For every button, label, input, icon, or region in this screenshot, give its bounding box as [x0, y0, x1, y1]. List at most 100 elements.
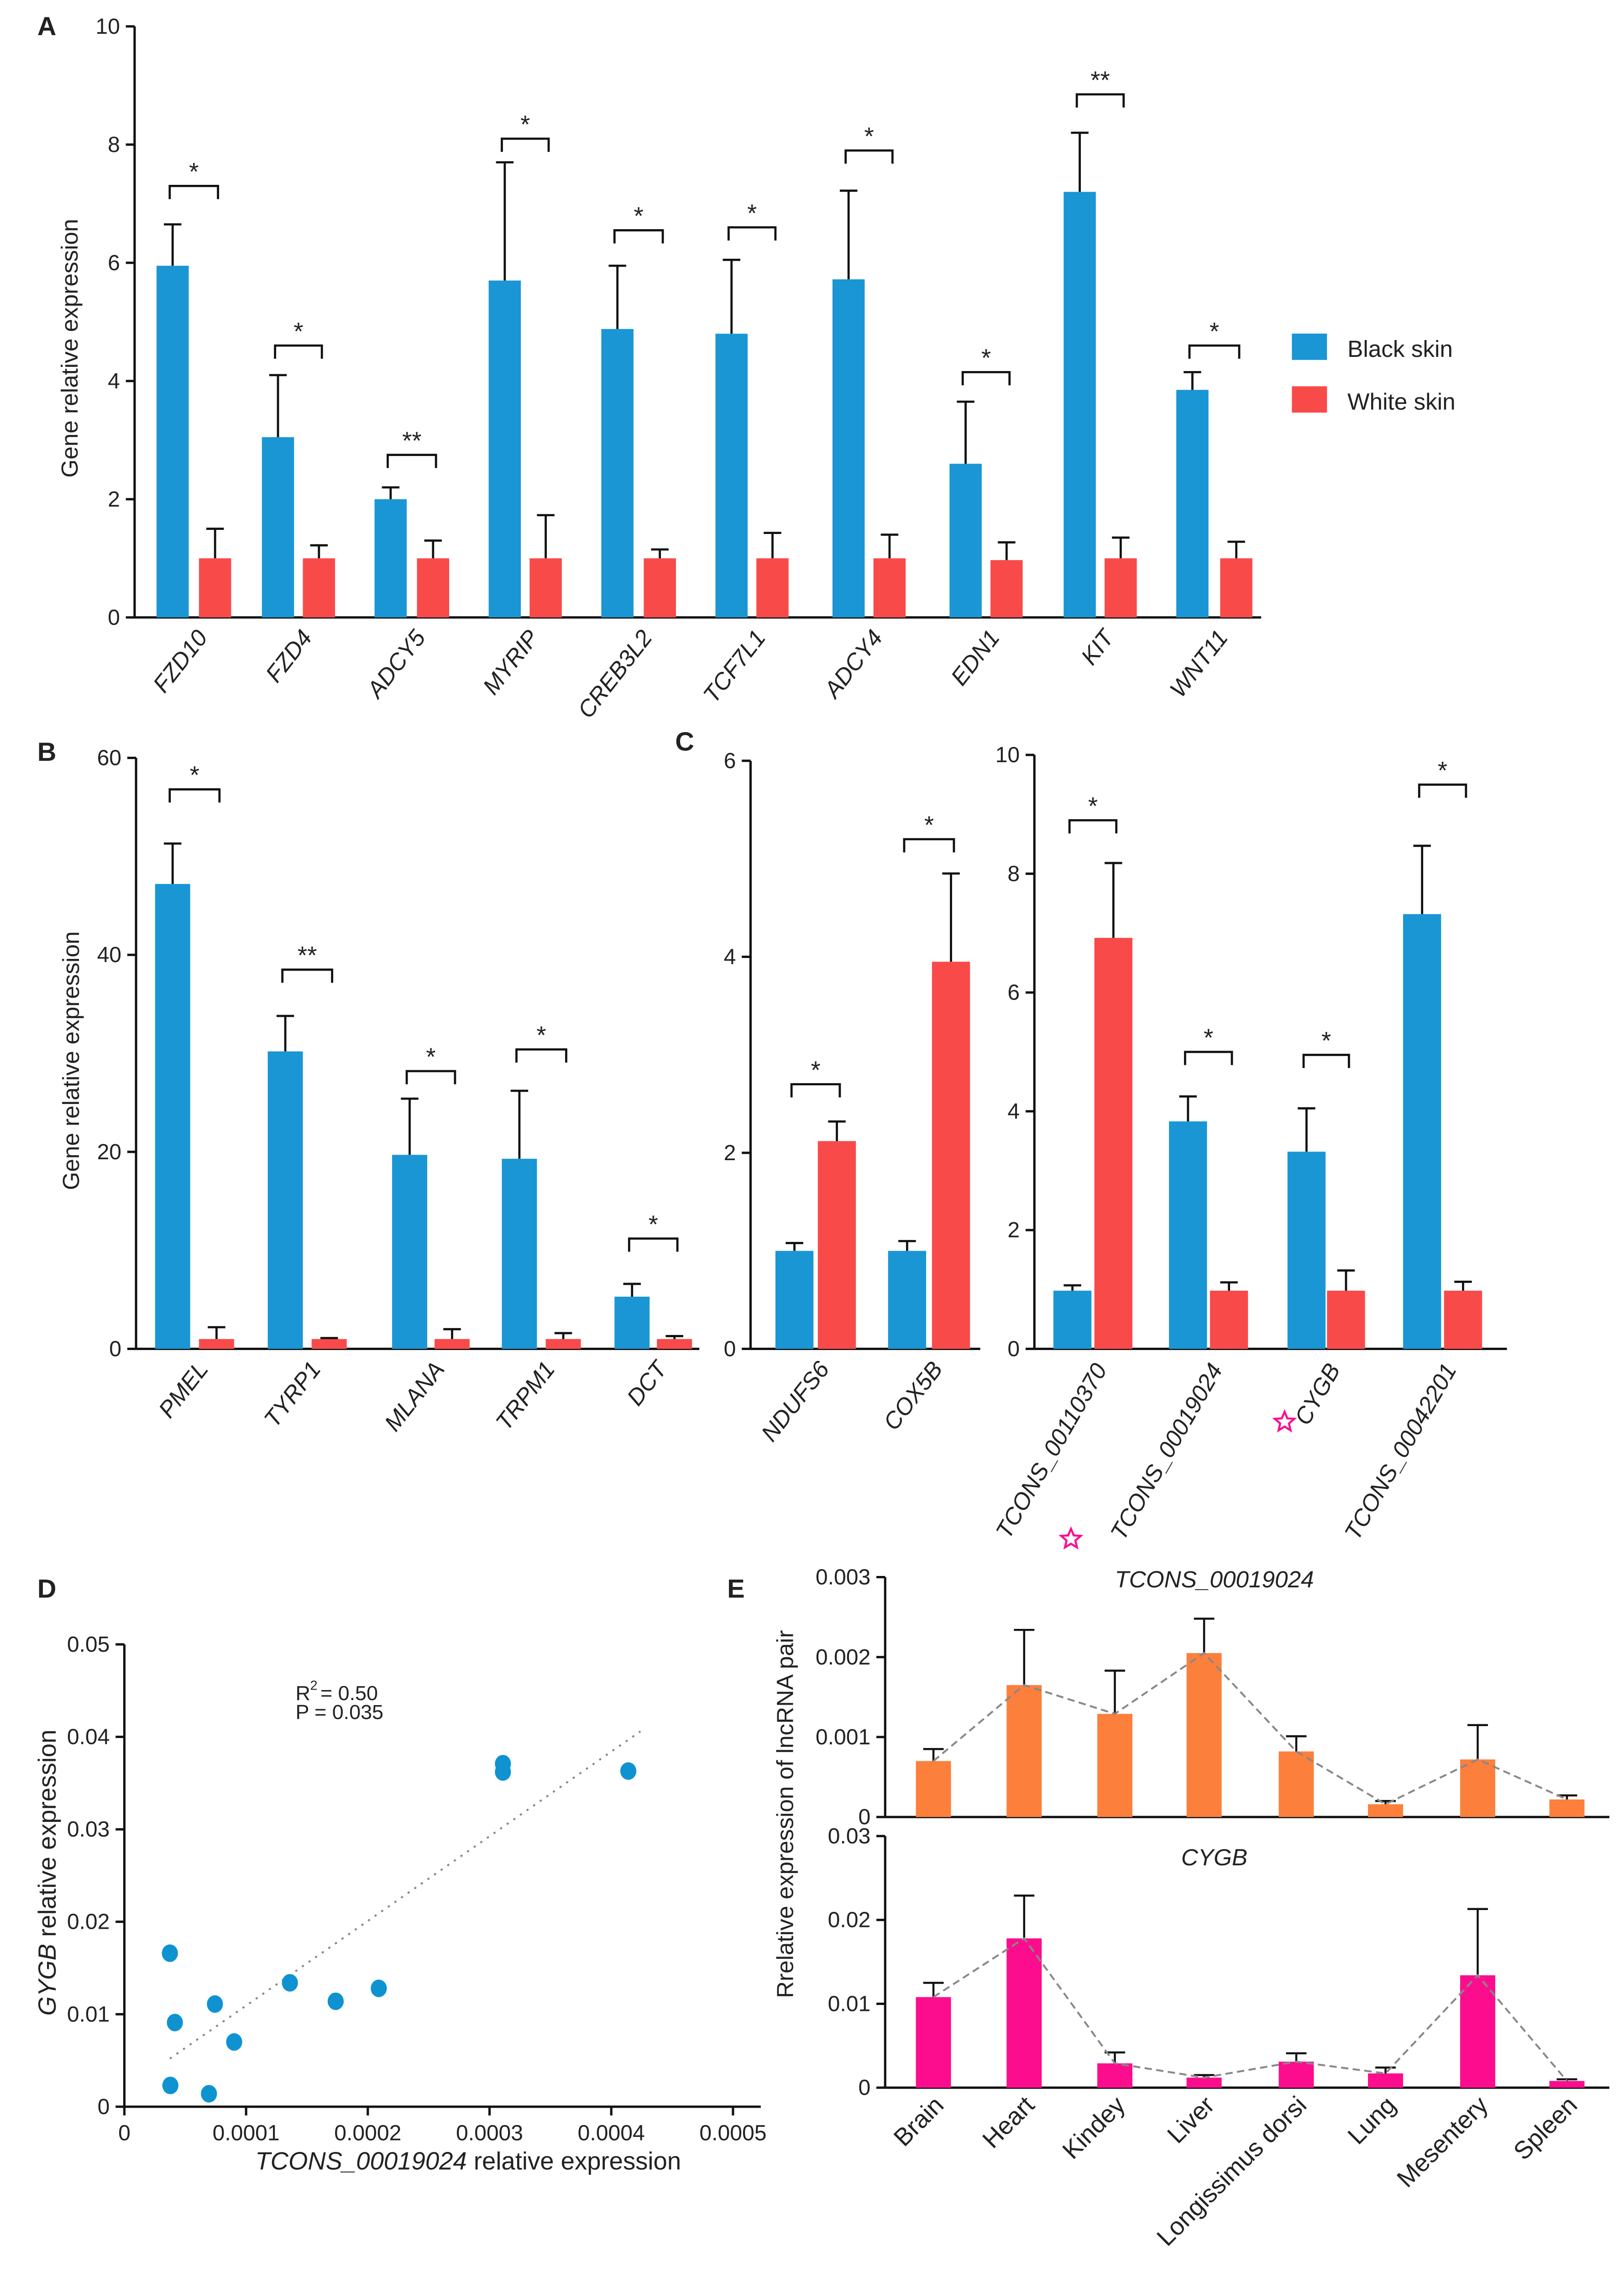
significance-bracket [1075, 93, 1125, 108]
legend-label-white-skin: White skin [1347, 389, 1455, 415]
C-y-tick-label: 4 [724, 944, 736, 969]
scatter-point [282, 1974, 298, 1992]
category-label: TCONS_00110370 [991, 1359, 1112, 1543]
panel-label-e: E [727, 1574, 744, 1603]
A-y-tick-label: 4 [108, 369, 120, 393]
significance-bracket [168, 185, 220, 199]
significance-bracket [281, 968, 334, 983]
D-y-tick-label: 0.01 [67, 2002, 110, 2026]
C2-y-tick-label: 4 [1007, 1099, 1020, 1124]
A-y-tick-label: 0 [108, 605, 120, 630]
C2-y-tick-label: 8 [1007, 861, 1020, 886]
significance-label: * [981, 344, 991, 372]
bar-C-NDUFS6-0 [775, 1251, 814, 1349]
bar-Spleen [1549, 2081, 1585, 2088]
D-y-axis-label: GYGB relative expression [33, 1730, 61, 2016]
significance-label: * [1210, 317, 1219, 345]
bar-Lung [1368, 1804, 1403, 1817]
significance-label: * [864, 122, 874, 150]
y-label-gene: GYGB [33, 1944, 61, 2015]
category-label: TCONS_00019024 [1105, 1359, 1227, 1544]
scatter-point [207, 1995, 223, 2013]
bar-A-WNT11-1 [1220, 558, 1252, 618]
x-label-text: relative expression [467, 2147, 681, 2175]
bar-A-WNT11-0 [1176, 390, 1209, 618]
bar-A-CREB3L2-0 [601, 329, 634, 618]
bar-Kindey [1097, 1714, 1132, 1817]
D-y-tick-label: 0.05 [67, 1632, 110, 1657]
E0-y-tick-label: 0 [858, 1805, 870, 1829]
E1-y-tick-label: 0 [858, 2075, 870, 2100]
bar-B-TYRP1-0 [267, 1051, 303, 1349]
y-label-text: relative expression [33, 1730, 61, 1944]
scatter-point [226, 2033, 242, 2051]
category-label: TCONS_00042201 [1340, 1359, 1462, 1544]
significance-bracket [628, 1237, 679, 1252]
category-label: FZD10 [148, 625, 213, 697]
D-x-tick-label: 0.0001 [213, 2121, 280, 2146]
bar-Longissimus dorsi [1278, 2062, 1314, 2088]
bar-C2-TCONS_00019024-1 [1210, 1290, 1248, 1349]
bar-A-ADCY4-1 [873, 558, 906, 618]
significance-label: ** [298, 942, 317, 969]
category-label: Mesentery [1392, 2091, 1494, 2193]
D-x-tick-label: 0.0003 [456, 2121, 523, 2146]
category-label: TRPM1 [491, 1356, 560, 1435]
category-label: TYRP1 [259, 1356, 326, 1432]
category-label: Heart [977, 2091, 1040, 2153]
bar-A-KIT-0 [1063, 192, 1096, 618]
category-label: ADCY4 [818, 625, 888, 703]
bar-Heart [1006, 1938, 1042, 2088]
trend-dashed-line [932, 1652, 1567, 1806]
category-label: Liver [1162, 2091, 1220, 2149]
scatter-point [620, 1762, 637, 1780]
category-label: ADCY5 [361, 625, 430, 704]
significance-bracket [1302, 1053, 1350, 1068]
bar-B-MLANA-1 [435, 1339, 470, 1349]
A-y-tick-label: 8 [108, 132, 120, 157]
significance-bracket [405, 1070, 456, 1084]
category-label: NDUFS6 [756, 1356, 834, 1446]
significance-label: * [1438, 756, 1447, 784]
y-axis-label: Gene relative expression [58, 931, 84, 1190]
bar-B-DCT-1 [657, 1339, 692, 1349]
scatter-point [162, 1944, 178, 1962]
significance-label: * [189, 158, 199, 186]
C-y-tick-label: 6 [724, 748, 736, 773]
significance-bracket [1188, 344, 1241, 359]
trend-line [169, 1730, 641, 2060]
D-y-tick-label: 0.04 [67, 1725, 110, 1749]
category-label: MYRIP [478, 625, 544, 699]
E1-y-tick-label: 0.03 [828, 1824, 871, 1848]
D-x-tick-label: 0.0002 [334, 2121, 401, 2146]
significance-label: * [747, 199, 757, 227]
significance-bracket [790, 1083, 841, 1098]
bar-A-ADCY5-1 [417, 558, 450, 618]
bar-A-EDN1-0 [949, 464, 982, 618]
bar-B-PMEL-0 [155, 884, 190, 1349]
significance-label: * [190, 761, 199, 789]
D-x-tick-label: 0 [118, 2121, 131, 2146]
E-y-axis-label: Rrelative expression of lncRNA pair [772, 1630, 798, 1998]
category-label: Brain [888, 2091, 949, 2151]
significance-label: ** [1090, 66, 1110, 94]
significance-bracket [1418, 783, 1467, 798]
bar-A-FZD10-0 [156, 266, 189, 618]
bar-A-KIT-1 [1105, 558, 1137, 618]
E0-y-tick-label: 0.003 [816, 1565, 870, 1590]
significance-bracket [515, 1048, 567, 1063]
significance-bracket [844, 149, 894, 164]
category-label: COX5B [878, 1356, 948, 1435]
panel-label-d: D [37, 1574, 57, 1603]
bar-A-MYRIP-0 [488, 280, 521, 618]
E0-y-tick-label: 0.001 [816, 1725, 870, 1749]
bar-C2-CYGB-0 [1287, 1151, 1326, 1349]
significance-label: * [811, 1056, 820, 1084]
bar-Brain [916, 1997, 951, 2088]
category-label: MLANA [379, 1356, 450, 1436]
legend-swatch-white-skin [1292, 386, 1327, 413]
significance-label: * [1088, 792, 1098, 820]
category-label: DCT [622, 1355, 673, 1410]
legend-label-black-skin: Black skin [1347, 336, 1453, 362]
